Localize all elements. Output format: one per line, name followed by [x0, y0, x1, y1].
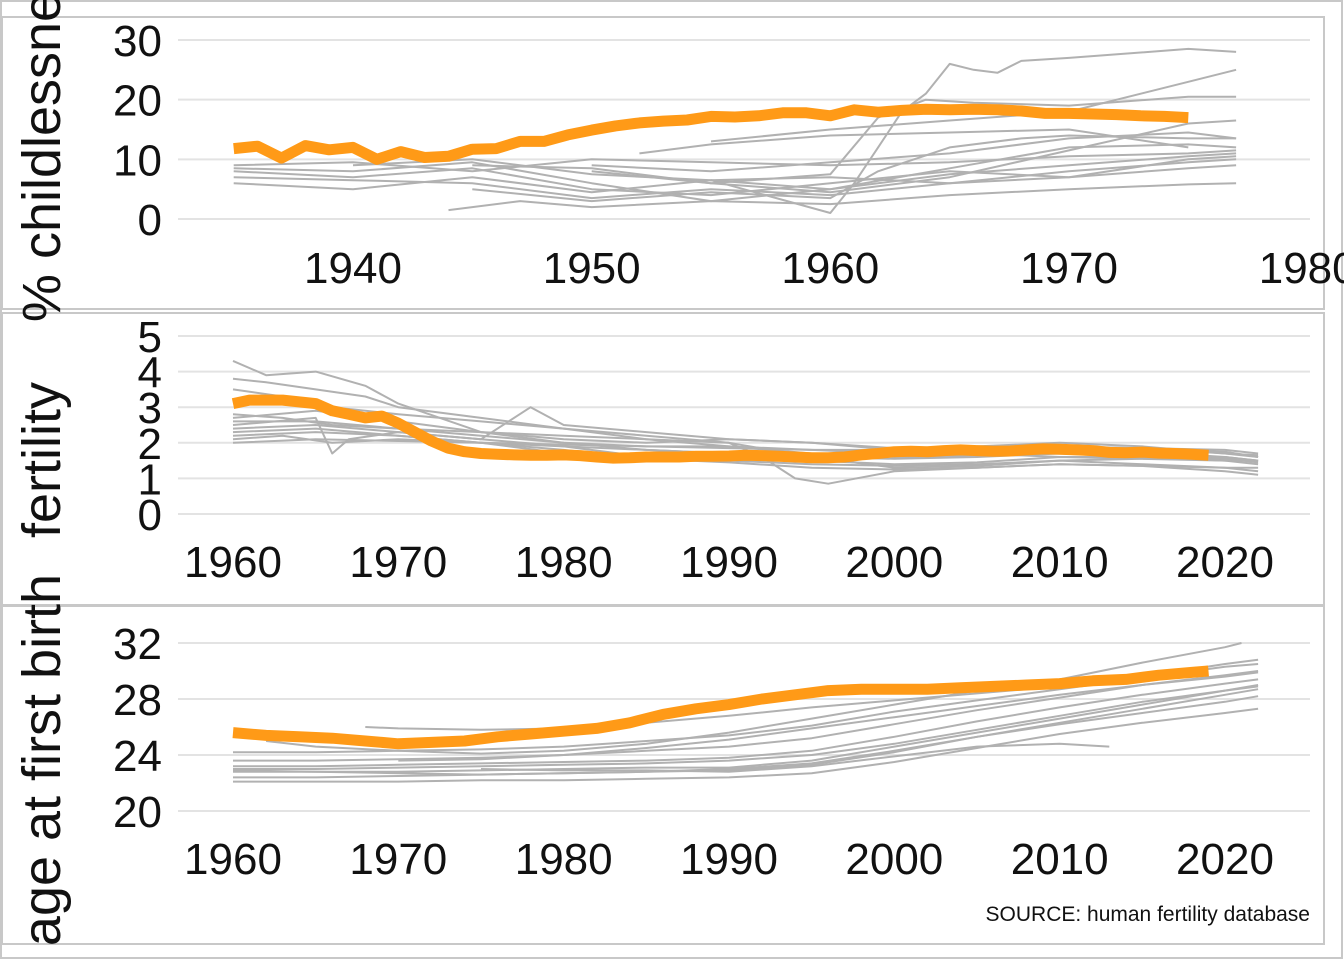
- y-axis-label: fertility: [12, 382, 72, 538]
- series-line-other: [591, 119, 1237, 194]
- x-tick-label: 1950: [543, 244, 641, 293]
- series-line-other: [398, 671, 1259, 762]
- series-line-other: [233, 152, 1237, 194]
- series-line-highlight: [233, 103, 1189, 165]
- x-tick-label: 2000: [845, 835, 943, 884]
- panel-1: 0 10 20 30 1940 1950 1960 1970 1980: [1, 16, 1344, 310]
- panel-frame: [1, 16, 1325, 310]
- x-tick-label: 2010: [1011, 538, 1109, 587]
- y-axis-label: % childlessness: [12, 0, 72, 322]
- x-tick-label: 1970: [349, 835, 447, 884]
- y-tick-label: 3: [138, 384, 162, 433]
- y-tick-label: 20: [113, 788, 162, 837]
- series-line-highlight: [232, 665, 1209, 750]
- y-tick-label: 24: [113, 732, 162, 781]
- series-line-other: [265, 642, 1242, 755]
- series-line-other: [232, 695, 1259, 776]
- x-tick-label: 2000: [845, 538, 943, 587]
- x-tick-label: 2020: [1176, 835, 1274, 884]
- y-tick-label: 10: [113, 136, 162, 185]
- y-tick-label: 28: [113, 676, 162, 725]
- series-line-other: [352, 155, 1237, 185]
- y-tick-label: 4: [138, 349, 162, 398]
- x-tick-label: 1970: [1020, 244, 1118, 293]
- series-line-other: [639, 128, 1189, 155]
- series-line-other: [233, 707, 1259, 783]
- x-tick-label: 1940: [304, 244, 402, 293]
- x-tick-label: 1980: [1259, 244, 1344, 293]
- y-tick-label: 32: [113, 620, 162, 669]
- x-tick-label: 2020: [1176, 538, 1274, 587]
- y-tick-label: 2: [138, 420, 162, 469]
- series-line-other: [233, 164, 1237, 197]
- series-line-other: [233, 684, 1259, 773]
- x-tick-label: 1980: [515, 538, 613, 587]
- x-tick-label: 1960: [184, 835, 282, 884]
- y-tick-label: 1: [138, 455, 162, 504]
- series-line-other: [710, 47, 1237, 214]
- y-tick-label: 0: [138, 491, 162, 540]
- y-tick-label: 5: [138, 313, 162, 362]
- y-tick-label: 30: [113, 17, 162, 66]
- panel-3: 20 24 28 32 1960 1970 1980 1990 2000 2010 2020: [1, 605, 1325, 945]
- y-axis-label: age at first birth: [12, 574, 72, 946]
- series-line-other: [448, 182, 1237, 212]
- series-line-other: [233, 678, 1259, 768]
- source-note: SOURCE: human fertility database: [986, 903, 1310, 926]
- series-line-other: [710, 68, 1237, 143]
- series-line-other: [591, 131, 1237, 173]
- series-line-other: [233, 158, 1237, 200]
- series-line-other: [233, 143, 1237, 203]
- series-line-other: [233, 688, 1259, 779]
- series-line-highlight: [231, 394, 1209, 464]
- series-line-other: [480, 742, 1110, 773]
- y-tick-label: 0: [138, 196, 162, 245]
- x-tick-label: 2010: [1011, 835, 1109, 884]
- series-line-other: [233, 685, 1259, 770]
- y-tick-label: 20: [113, 77, 162, 126]
- x-tick-label: 1960: [184, 538, 282, 587]
- x-tick-label: 1990: [680, 835, 778, 884]
- x-tick-label: 1990: [680, 538, 778, 587]
- panel-frame: [1, 605, 1325, 945]
- x-tick-label: 1970: [349, 538, 447, 587]
- x-tick-label: 1980: [515, 835, 613, 884]
- series-line-other: [232, 406, 1259, 464]
- x-tick-label: 1960: [781, 244, 879, 293]
